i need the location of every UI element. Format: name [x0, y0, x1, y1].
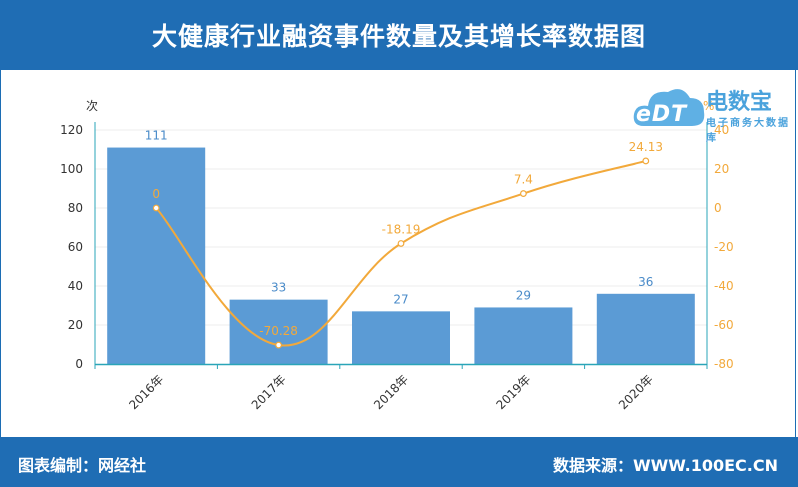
- left-axis-tick-label: 120: [60, 123, 83, 137]
- right-axis-tick-label: -80: [714, 357, 734, 371]
- line-point: [152, 204, 160, 212]
- growth-rate-line: [155, 159, 647, 347]
- right-axis-tick-label: 40: [714, 123, 729, 137]
- x-axis-tick-label: 2017年: [249, 372, 289, 412]
- line-data-label: 0: [152, 187, 160, 201]
- footer-credit: 图表编制：网经社: [18, 456, 147, 475]
- left-axis-tick-label: 0: [75, 357, 83, 371]
- logo-brand-sub: 电子商务大数据库: [706, 118, 790, 144]
- x-axis-tick-label: 2020年: [616, 372, 656, 412]
- line-point: [520, 190, 527, 197]
- bar-data-label: 111: [145, 129, 168, 143]
- bar-data-label: 33: [271, 281, 286, 295]
- left-axis-tick-label: 100: [60, 162, 83, 176]
- line-data-label: -18.19: [382, 222, 421, 236]
- right-axis-tick-label: -60: [714, 318, 734, 332]
- right-axis-tick-label: -20: [714, 240, 734, 254]
- right-axis-tick-label: 20: [714, 162, 729, 176]
- x-axis-tick-label: 2016年: [126, 372, 166, 412]
- line-data-label: 7.4: [514, 173, 533, 187]
- logo-brand: 电数宝: [706, 90, 773, 115]
- left-axis-tick-label: 20: [68, 318, 83, 332]
- line-data-label: -70.28: [259, 324, 298, 338]
- logo: eDT 电数宝 电子商务大数据库: [630, 80, 798, 144]
- line-point: [275, 341, 283, 349]
- left-axis-tick-label: 60: [68, 240, 83, 254]
- chart-title: 大健康行业融资事件数量及其增长率数据图: [151, 22, 646, 51]
- bar: [474, 307, 573, 364]
- right-axis-tick-label: 0: [714, 201, 722, 215]
- bar-data-label: 36: [638, 275, 653, 289]
- line-point: [642, 157, 650, 165]
- left-axis-tick-label: 40: [68, 279, 83, 293]
- bar: [229, 299, 328, 364]
- bar-data-label: 29: [516, 288, 531, 302]
- title-bar: 大健康行业融资事件数量及其增长率数据图: [0, 0, 798, 70]
- right-axis-unit: %: [703, 99, 714, 113]
- bar: [352, 311, 450, 364]
- cloud-logo-icon: [633, 89, 705, 126]
- bar: [107, 147, 206, 364]
- left-axis-unit: 次: [86, 99, 98, 113]
- line-data-label: 24.13: [629, 140, 663, 154]
- footer-bar: 图表编制：网经社 数据来源：WWW.100EC.CN: [0, 437, 798, 487]
- line-point: [397, 240, 405, 247]
- right-axis-tick-label: -40: [714, 279, 734, 293]
- bar: [596, 293, 695, 364]
- left-axis-tick-label: 80: [68, 201, 83, 215]
- footer-source: 数据来源：WWW.100EC.CN: [552, 456, 778, 475]
- bar-data-label: 27: [393, 292, 408, 306]
- x-axis-tick-label: 2019年: [494, 372, 534, 412]
- x-axis-tick-label: 2018年: [371, 372, 411, 412]
- logo-cloud-text: eDT: [636, 102, 688, 127]
